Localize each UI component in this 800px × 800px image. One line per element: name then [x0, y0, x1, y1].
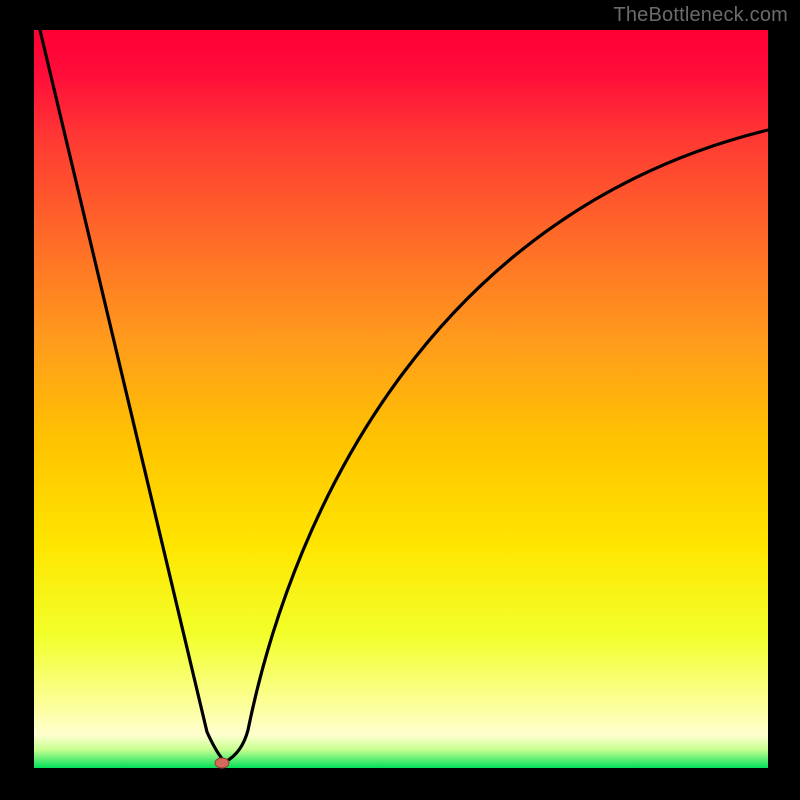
min-marker [215, 758, 229, 768]
watermark-text: TheBottleneck.com [613, 4, 788, 27]
bottleneck-chart [0, 0, 800, 800]
plot-background [34, 30, 768, 768]
